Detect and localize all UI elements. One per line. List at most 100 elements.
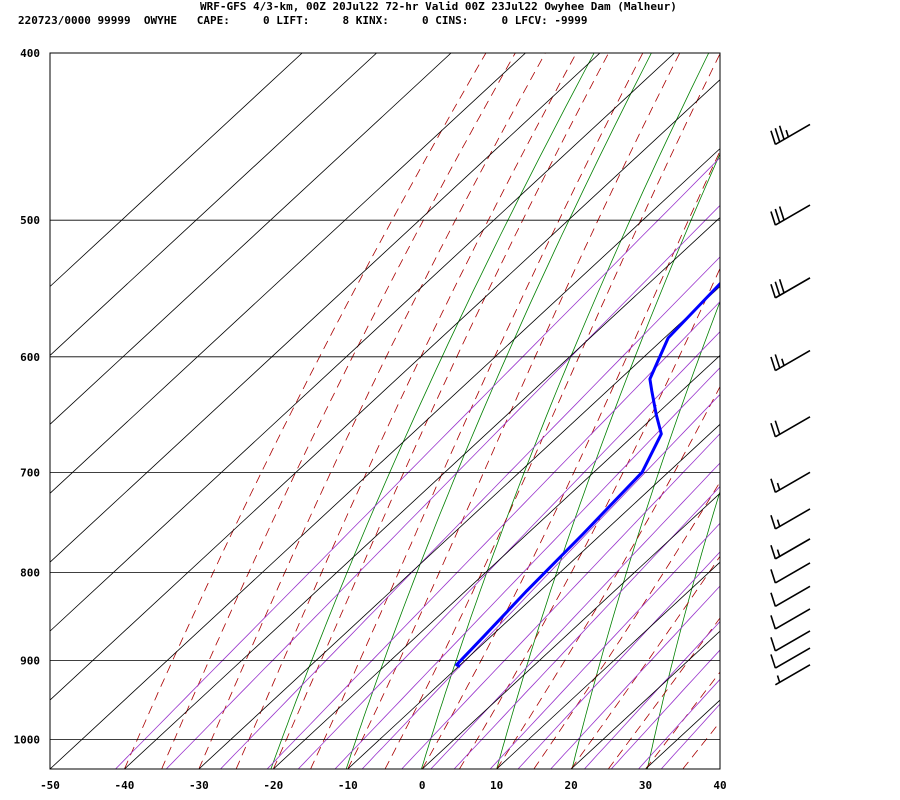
isotherm: [421, 492, 720, 769]
barb-staff: [774, 416, 811, 438]
barb-staff: [774, 123, 811, 146]
mixing-ratio-line: [165, 204, 720, 769]
moist-adiabat: [607, 617, 720, 769]
barb-staff: [774, 471, 811, 494]
dry-adiabat: [798, 53, 900, 769]
moist-adiabat: [570, 555, 720, 769]
dry-adiabat: [496, 152, 720, 769]
moist-adiabat: [161, 53, 516, 769]
isotherm: [50, 53, 526, 494]
y-tick-label: 400: [20, 47, 40, 60]
barb-full: [770, 211, 777, 226]
barb-full: [778, 206, 785, 221]
barb-staff: [774, 664, 811, 686]
moist-adiabat: [533, 481, 720, 769]
moist-adiabat: [496, 385, 720, 769]
mixing-ratio-line: [550, 585, 720, 769]
barb-full: [770, 130, 777, 145]
isotherm: [50, 148, 720, 769]
barb-full: [774, 420, 781, 435]
dry-adiabat: [873, 53, 900, 769]
isotherm: [124, 217, 720, 769]
y-tick-label: 900: [20, 655, 40, 668]
barb-full: [770, 422, 777, 438]
barb-full: [770, 284, 777, 299]
mixing-ratio-line: [220, 256, 720, 769]
moist-adiabat: [272, 53, 609, 769]
mixing-ratio-line: [517, 551, 720, 769]
wind-barb: [770, 508, 811, 530]
y-tick-label: 600: [20, 351, 40, 364]
x-tick-label: -50: [40, 779, 60, 792]
x-tick-label: 40: [713, 779, 726, 792]
isotherm: [198, 285, 720, 769]
barb-staff: [774, 630, 811, 652]
barb-full: [770, 592, 777, 607]
barb-full: [770, 515, 777, 530]
y-tick-label: 800: [20, 566, 40, 579]
mixing-ratio-line: [610, 649, 720, 769]
x-tick-label: 10: [490, 779, 503, 792]
isotherm: [719, 768, 720, 769]
wind-barb: [770, 562, 811, 584]
moist-adiabat: [384, 53, 720, 769]
barb-staff: [774, 349, 811, 372]
moist-adiabat: [235, 53, 577, 769]
mixing-ratio-line: [266, 301, 720, 769]
mixing-ratio-line: [638, 678, 720, 769]
barb-full: [778, 279, 785, 294]
barb-staff: [774, 277, 811, 299]
y-tick-label: 1000: [14, 734, 41, 747]
dry-adiabat: [270, 53, 595, 769]
barb-full: [774, 354, 781, 369]
mixing-ratio-line: [297, 331, 720, 769]
wind-barb: [770, 608, 811, 630]
sounding-indices: 220723/0000 99999 OWYHE CAPE: 0 LIFT: 8 …: [18, 14, 588, 27]
x-tick-label: -40: [115, 779, 135, 792]
wind-barb: [770, 585, 811, 608]
barb-full: [774, 281, 781, 296]
mixing-ratio-line: [453, 485, 720, 769]
isotherm: [273, 354, 720, 769]
moist-adiabat: [198, 53, 546, 769]
dry-adiabat: [723, 53, 900, 769]
wind-barb: [770, 123, 811, 146]
mixing-ratio-line: [430, 462, 720, 769]
wind-barb: [770, 204, 811, 226]
x-tick-label: -10: [338, 779, 358, 792]
temperature-line: [777, 124, 900, 666]
barb-full: [770, 569, 777, 584]
moist-adiabat: [310, 53, 644, 769]
isotherm: [50, 53, 452, 425]
barb-staff: [774, 608, 811, 630]
x-tick-label: -30: [189, 779, 209, 792]
wind-barb: [770, 630, 811, 652]
mixing-ratio-line: [584, 620, 720, 769]
barb-full: [778, 125, 785, 140]
barb-staff: [774, 647, 811, 669]
barb-half: [776, 549, 781, 557]
x-tick-label: 30: [639, 779, 652, 792]
barb-full: [770, 478, 777, 493]
isotherm: [50, 53, 601, 563]
y-tick-label: 700: [20, 466, 40, 479]
barb-staff: [774, 508, 811, 530]
wind-barb: [770, 538, 811, 560]
wind-barb: [770, 647, 811, 669]
moist-adiabat: [459, 267, 720, 769]
mixing-ratio-line: [334, 367, 720, 769]
x-tick-label: -20: [263, 779, 283, 792]
wind-barbs: [770, 123, 811, 686]
wind-barb: [770, 277, 811, 299]
y-tick-labels: 400 500 600 700 800 900 1000: [14, 47, 41, 747]
mixing-ratio-line: [489, 522, 720, 769]
x-tick-labels: -50 -40 -30 -20 -10 0 10 20 30 40: [40, 779, 727, 792]
isotherm: [570, 630, 720, 769]
y-tick-label: 500: [20, 214, 40, 227]
barb-half: [781, 358, 785, 366]
barb-full: [770, 615, 777, 630]
wind-barb: [770, 349, 811, 372]
barb-full: [770, 654, 777, 669]
moist-adiabat: [124, 53, 487, 769]
grid-lines: [50, 53, 720, 769]
